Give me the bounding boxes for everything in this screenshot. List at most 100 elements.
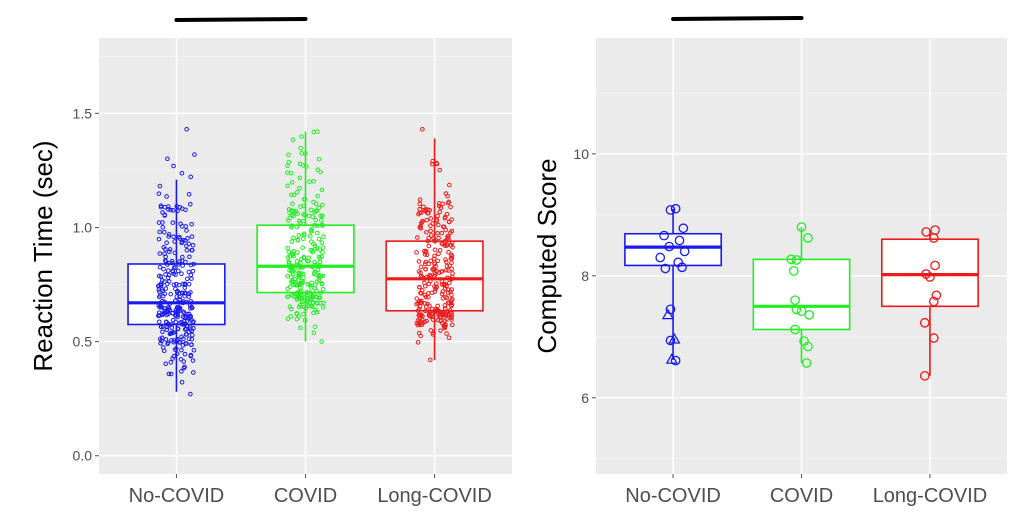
data-point [660, 263, 671, 274]
data-point [422, 292, 428, 298]
data-point [160, 220, 165, 225]
data-point [289, 263, 294, 269]
box-long-covid [880, 225, 979, 381]
data-point [314, 230, 320, 236]
data-point [928, 233, 939, 243]
data-point [285, 245, 291, 251]
data-point [436, 235, 441, 241]
data-point [165, 204, 171, 209]
data-point [786, 254, 797, 265]
data-point [186, 241, 192, 247]
data-point [315, 193, 320, 199]
data-point [448, 204, 453, 210]
data-point [434, 160, 439, 166]
data-point [319, 217, 324, 223]
data-point [157, 251, 163, 256]
x-tick-label: COVID [770, 485, 833, 507]
data-point [418, 312, 424, 317]
data-point [294, 311, 299, 316]
data-point [298, 204, 303, 209]
data-point [430, 221, 436, 226]
data-point [422, 280, 427, 286]
data-point [301, 212, 306, 217]
data-point [790, 324, 800, 335]
data-point [182, 351, 188, 357]
data-point [436, 251, 441, 257]
data-point [316, 156, 322, 162]
data-point [435, 213, 440, 219]
data-point [446, 249, 451, 255]
data-point [444, 242, 450, 247]
data-point [423, 207, 429, 212]
data-point [184, 276, 190, 282]
data-point [189, 247, 195, 253]
data-point [169, 338, 174, 343]
data-point [312, 292, 317, 297]
data-point [188, 290, 193, 295]
data-point [181, 359, 187, 364]
data-point [168, 291, 174, 297]
data-point [192, 152, 197, 157]
data-point [804, 309, 815, 320]
data-point [168, 207, 173, 213]
data-point [416, 259, 422, 264]
data-point [309, 227, 314, 232]
data-point [184, 228, 189, 233]
data-point [188, 174, 194, 180]
data-point [162, 308, 167, 314]
significance-bracket [174, 17, 308, 22]
data-point [309, 280, 314, 286]
y-axis-title: Computed Score [532, 158, 562, 353]
data-point [435, 303, 440, 309]
data-point [300, 245, 305, 250]
data-point [168, 330, 174, 336]
data-point [311, 330, 317, 335]
data-point [156, 310, 162, 315]
data-point [180, 237, 186, 243]
data-point [174, 281, 179, 287]
data-point [170, 317, 176, 323]
data-point [791, 304, 802, 315]
computed-score-panel: 6 8 10 No-COVID COVID Long-COVID Computed Scor… [532, 16, 1007, 507]
data-point [446, 233, 451, 239]
data-point [301, 311, 306, 317]
x-tick-label: Long-COVID [377, 485, 492, 507]
data-point [447, 182, 452, 188]
data-point [177, 297, 183, 302]
data-point [163, 272, 168, 277]
data-point [432, 253, 437, 259]
data-point [298, 325, 303, 331]
data-point [167, 247, 173, 252]
data-point [286, 259, 292, 265]
data-point [316, 236, 322, 242]
data-point [175, 336, 180, 342]
data-point [289, 192, 294, 198]
data-point [424, 318, 429, 324]
data-point [415, 235, 420, 240]
data-point [165, 268, 171, 273]
data-point [287, 284, 293, 289]
data-point [301, 304, 307, 310]
data-point [182, 321, 188, 327]
data-point [423, 266, 429, 272]
data-point [417, 197, 423, 202]
data-point [185, 236, 190, 241]
data-point [161, 266, 166, 272]
data-point [416, 330, 422, 336]
data-point [191, 261, 197, 267]
data-point [186, 269, 192, 275]
data-point [190, 268, 196, 274]
data-point [289, 239, 295, 244]
data-point [285, 286, 290, 292]
data-point [160, 210, 165, 215]
data-point [188, 262, 194, 268]
data-point [307, 179, 312, 184]
data-point [428, 357, 433, 363]
data-point [157, 183, 163, 189]
data-point [179, 271, 184, 276]
data-point [291, 235, 296, 241]
data-point [162, 291, 168, 297]
data-point [298, 260, 303, 266]
data-point [301, 203, 306, 209]
